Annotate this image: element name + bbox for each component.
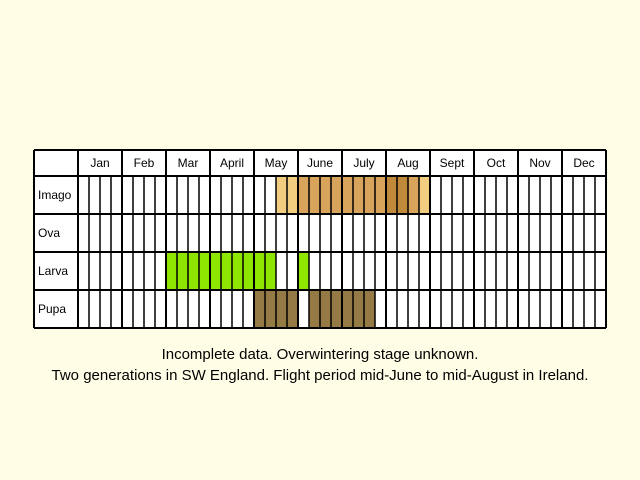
month-label-sept: Sept [440,156,465,170]
stage-label-pupa: Pupa [38,302,66,316]
band-imago-4 [419,176,430,214]
month-label-dec: Dec [573,156,594,170]
month-label-feb: Feb [134,156,155,170]
month-label-aug: Aug [397,156,418,170]
month-label-mar: Mar [178,156,199,170]
month-label-nov: Nov [529,156,550,170]
band-imago-3 [408,176,419,214]
month-label-june: June [307,156,333,170]
month-label-july: July [353,156,374,170]
month-label-oct: Oct [487,156,506,170]
month-label-jan: Jan [90,156,109,170]
band-larva-6 [298,252,309,290]
month-label-may: May [265,156,288,170]
stage-label-ova: Ova [38,226,60,240]
caption-generations: Two generations in SW England. Flight pe… [51,367,589,384]
caption-incomplete-data: Incomplete data. Overwintering stage unk… [161,346,479,363]
stage-label-imago: Imago [38,188,72,202]
month-label-april: April [220,156,244,170]
stage-label-larva: Larva [38,264,68,278]
